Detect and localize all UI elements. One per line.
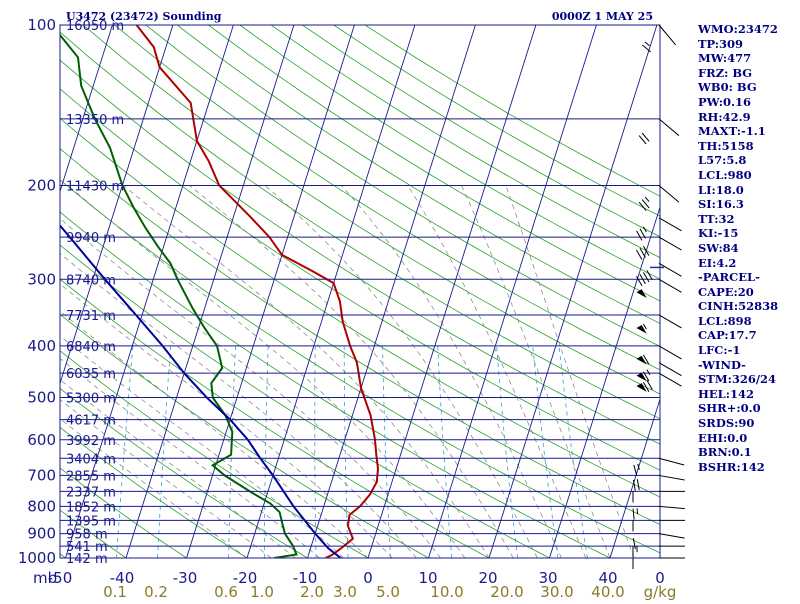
barb-staff <box>659 119 679 136</box>
barb-staff <box>659 218 682 231</box>
mixing-ratio-label: 0.2 <box>144 583 168 600</box>
mixing-ratio-label: 5.0 <box>376 583 400 600</box>
pressure-tick-label: 1000 <box>18 549 56 567</box>
barb-staff <box>659 279 682 292</box>
mixing-ratio-label: g/kg <box>644 583 677 600</box>
pressure-tick-label: 400 <box>27 337 56 355</box>
index-line: LFC:-1 <box>698 343 800 358</box>
index-line: LCL:898 <box>698 314 800 329</box>
pressure-tick-label: 500 <box>27 389 56 407</box>
height-label: 2855 m <box>66 469 116 484</box>
index-line: SI:16.3 <box>698 197 800 212</box>
index-line: EHI:0.0 <box>698 431 800 446</box>
index-line: RH:42.9 <box>698 110 800 125</box>
temperature-tick-label: 0 <box>363 569 373 587</box>
index-line: WB0: BG <box>698 80 800 95</box>
barb-staff <box>659 315 682 328</box>
height-label: 4617 m <box>66 414 116 429</box>
index-line: SHR+:0.0 <box>698 401 800 416</box>
barb-staff <box>659 534 685 539</box>
mixing-ratio-label: 10.0 <box>430 583 463 600</box>
index-line: EI:4.2 <box>698 256 800 271</box>
height-label: 8740 m <box>66 273 116 288</box>
barb-half-feather <box>637 508 638 514</box>
sounding-title: U3472 (23472) Sounding <box>66 10 222 23</box>
index-line: TP:309 <box>698 37 800 52</box>
mixing-ratio-label: 0.6 <box>214 583 238 600</box>
index-line: SW:84 <box>698 241 800 256</box>
mixing-ratio-label: 30.0 <box>540 583 573 600</box>
index-line: CINH:52838 <box>698 299 800 314</box>
index-line: CAP:17.7 <box>698 328 800 343</box>
pressure-tick-label: 700 <box>27 466 56 484</box>
index-line: LI:18.0 <box>698 183 800 198</box>
index-line: MW:477 <box>698 51 800 66</box>
index-line: BRN:0.1 <box>698 445 800 460</box>
height-label: 3404 m <box>66 452 116 467</box>
mixing-ratio-label: 2.0 <box>300 583 324 600</box>
sounding-datetime: 0000Z 1 MAY 25 <box>552 10 653 23</box>
mixing-ratio-label: 1.0 <box>250 583 274 600</box>
height-label: 142 m <box>66 552 108 567</box>
height-label: 7731 m <box>66 309 116 324</box>
temperature-tick-label: -50 <box>48 569 73 587</box>
mixing-ratio-label: 20.0 <box>490 583 523 600</box>
index-line: L57:5.8 <box>698 153 800 168</box>
index-line: WMO:23472 <box>698 22 800 37</box>
barb-staff <box>659 237 682 250</box>
index-line: LCL:980 <box>698 168 800 183</box>
index-line: SRDS:90 <box>698 416 800 431</box>
barb-staff <box>659 458 684 465</box>
height-label: 11430 m <box>66 179 124 194</box>
pressure-tick-label: 300 <box>27 270 56 288</box>
index-line: -PARCEL- <box>698 270 800 285</box>
pressure-tick-label: 100 <box>27 16 56 34</box>
barb-staff <box>659 25 676 45</box>
index-line: -WIND- <box>698 358 800 373</box>
index-line: BSHR:142 <box>698 460 800 475</box>
index-line: MAXT:-1.1 <box>698 124 800 139</box>
barb-staff <box>659 475 685 480</box>
pressure-tick-label: 200 <box>27 176 56 194</box>
index-line: TT:32 <box>698 212 800 227</box>
height-label: 9940 m <box>66 231 116 246</box>
plot-background <box>60 25 660 558</box>
height-label: 1852 m <box>66 500 116 515</box>
barb-staff <box>659 363 682 376</box>
index-line: TH:5158 <box>698 139 800 154</box>
height-label: 6840 m <box>66 340 116 355</box>
pressure-tick-label: 800 <box>27 497 56 515</box>
barb-staff <box>659 373 682 386</box>
barb-staff <box>659 263 682 276</box>
mixing-ratio-label: 0.1 <box>103 583 127 600</box>
index-line: HEL:142 <box>698 387 800 402</box>
barb-staff <box>659 346 682 359</box>
index-line: STM:326/24 <box>698 372 800 387</box>
barb-staff <box>659 506 685 508</box>
temperature-tick-label: -30 <box>173 569 198 587</box>
height-label: 5300 m <box>66 392 116 407</box>
mixing-ratio-label: 3.0 <box>333 583 357 600</box>
wind-barb <box>633 558 685 569</box>
pressure-tick-label: 600 <box>27 431 56 449</box>
index-line: KI:-15 <box>698 226 800 241</box>
height-label: 3992 m <box>66 434 116 449</box>
barb-staff <box>659 185 679 202</box>
mixing-ratio-label: 40.0 <box>591 583 624 600</box>
height-label: 2337 m <box>66 485 116 500</box>
index-line: FRZ: BG <box>698 66 800 81</box>
index-line: CAPE:20 <box>698 285 800 300</box>
pressure-tick-label: 900 <box>27 525 56 543</box>
index-line: PW:0.16 <box>698 95 800 110</box>
height-label: 13350 m <box>66 113 124 128</box>
dry-adiabat <box>0 25 5 558</box>
height-label: 6035 m <box>66 367 116 382</box>
